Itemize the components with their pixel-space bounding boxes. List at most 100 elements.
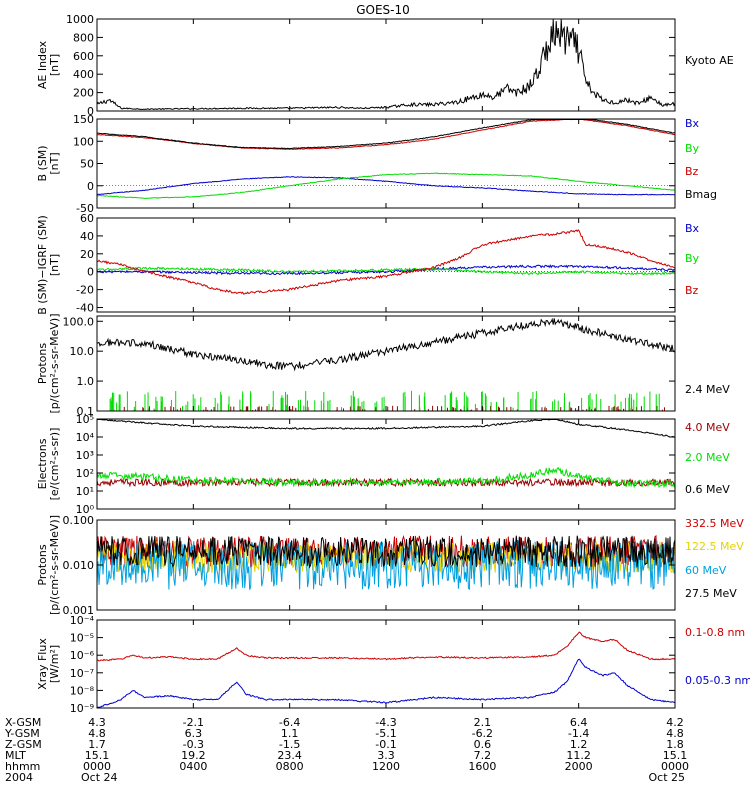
footer-cell: 11.2 bbox=[566, 749, 591, 762]
panel-protons_high: 0.001 0.010 0.100Protons[p/(cm²-s-sr-MeV)]… bbox=[36, 514, 744, 617]
panel-frame bbox=[96, 519, 676, 611]
y-tick-label: 10¹ bbox=[76, 485, 94, 498]
footer-cell: -4.3 bbox=[375, 716, 396, 729]
footer-row-label: hhmm bbox=[5, 760, 40, 773]
y-tick-label: 10⁴ bbox=[76, 431, 95, 444]
series-0-1-0-8-nm bbox=[97, 631, 675, 662]
plot-area bbox=[97, 19, 675, 111]
series-kyoto-ae bbox=[97, 19, 675, 111]
y-tick-label: 10⁻⁷ bbox=[70, 667, 94, 680]
legend-label: 2.4 MeV bbox=[685, 383, 730, 396]
footer-cell: -5.1 bbox=[375, 727, 396, 740]
footer-cell: -1.4 bbox=[568, 727, 589, 740]
panel-frame bbox=[96, 217, 676, 313]
legend-label: 332.5 MeV bbox=[685, 517, 744, 530]
series-6-5-mev bbox=[109, 390, 660, 411]
panel-frame bbox=[96, 18, 676, 112]
y-tick-label: 150 bbox=[73, 113, 94, 126]
footer-cell: 0.6 bbox=[474, 738, 492, 751]
y-tick-label: 10.0 bbox=[70, 345, 95, 358]
y-tick-label: 100 bbox=[73, 135, 94, 148]
series-0-05-0-3-nm bbox=[97, 658, 675, 708]
series-bx bbox=[97, 264, 675, 276]
y-tick-label: 0 bbox=[87, 266, 94, 279]
panel-b: -50 0 50 100 150 B (SM)[nT] Bx By Bz Bmag bbox=[36, 113, 717, 215]
y-tick-label: 400 bbox=[73, 68, 94, 81]
y-tick-label: 10² bbox=[76, 467, 94, 480]
footer-cell: 4.8 bbox=[88, 727, 106, 740]
legend-label: Bx bbox=[685, 117, 700, 130]
series-bz bbox=[97, 229, 675, 295]
footer-cell: Oct 24 bbox=[81, 771, 118, 784]
legend-label: 4.0 MeV bbox=[685, 421, 730, 434]
y-tick-label: 10³ bbox=[76, 449, 94, 462]
panel-frame bbox=[96, 118, 676, 209]
footer-cell: 1200 bbox=[372, 760, 400, 773]
legend-label: 122.5 MeV bbox=[685, 540, 744, 553]
y-tick-label: 600 bbox=[73, 50, 94, 63]
series-27-5-mev bbox=[97, 535, 675, 569]
y-tick-label: 10⁻⁶ bbox=[70, 649, 95, 662]
y-tick-label: 1000 bbox=[66, 13, 94, 26]
legend-label: 27.5 MeV bbox=[685, 587, 737, 600]
y-tick-label: 200 bbox=[73, 87, 94, 100]
y-tick-label: -40 bbox=[76, 302, 94, 315]
y-axis-label: Protons[p/(cm²-s-sr-MeV)] bbox=[36, 314, 61, 414]
y-tick-label: 0.010 bbox=[63, 559, 95, 572]
y-tick-label: 10⁻⁹ bbox=[70, 702, 94, 715]
legend-label: Bz bbox=[685, 284, 699, 297]
y-tick-label: 0.001 bbox=[63, 604, 95, 617]
series-bx bbox=[97, 176, 675, 196]
footer-cell: 1.1 bbox=[281, 727, 299, 740]
footer-cell: -0.1 bbox=[375, 738, 396, 751]
footer-row-label: 2004 bbox=[5, 771, 33, 784]
y-tick-label: 0 bbox=[87, 105, 94, 118]
y-tick-label: 10⁻⁸ bbox=[70, 684, 95, 697]
footer-row-label: X-GSM bbox=[5, 716, 41, 729]
plot-area bbox=[97, 229, 675, 295]
y-axis-label: B (SM)−IGRF (SM)[nT] bbox=[36, 215, 61, 315]
footer-cell: 1.7 bbox=[88, 738, 106, 751]
panel-frame bbox=[96, 315, 676, 412]
footer-cell: 0800 bbox=[276, 760, 304, 773]
y-tick-label: 0.1 bbox=[77, 405, 95, 418]
series-by bbox=[97, 266, 675, 276]
y-axis-label: Electrons[e/(cm²-s-sr)] bbox=[36, 428, 61, 501]
y-tick-label: 50 bbox=[80, 158, 94, 171]
y-tick-label: -20 bbox=[76, 284, 94, 297]
series-2-0-mev bbox=[97, 466, 675, 489]
plot-area bbox=[97, 119, 675, 199]
legend-label: 2.0 MeV bbox=[685, 451, 730, 464]
y-tick-label: 1.0 bbox=[77, 375, 95, 388]
footer-cell: -6.4 bbox=[279, 716, 300, 729]
footer-row-label: Y-GSM bbox=[4, 727, 40, 740]
y-tick-label: 100.0 bbox=[63, 315, 95, 328]
legend-label: By bbox=[685, 142, 700, 155]
footer-cell: 1.8 bbox=[666, 738, 684, 751]
footer-cell: -2.1 bbox=[183, 716, 204, 729]
y-tick-label: 10⁻⁵ bbox=[70, 632, 94, 645]
y-axis-label: Xray Flux[W/m²] bbox=[36, 638, 61, 690]
series-0-6-mev bbox=[97, 419, 675, 439]
panel-xray: 10⁻⁹ 10⁻⁸ 10⁻⁷ 10⁻⁶ 10⁻⁵ 10⁻⁴ Xray Flux[W/m²] 0… bbox=[36, 614, 750, 715]
footer-cell: 2000 bbox=[565, 760, 593, 773]
footer-cell: 1.2 bbox=[570, 738, 588, 751]
legend-label: Bx bbox=[685, 222, 700, 235]
legend-label: 0.6 MeV bbox=[685, 483, 730, 496]
plot-area bbox=[97, 535, 675, 591]
footer-cell: 15.1 bbox=[85, 749, 110, 762]
legend-label: Bz bbox=[685, 165, 699, 178]
panel-protons_low: 0.1 1.0 10.0 100.0Protons[p/(cm²-s-sr-MeV)]… bbox=[36, 314, 730, 419]
footer-cell: 3.3 bbox=[377, 749, 395, 762]
footer-row-label: MLT bbox=[5, 749, 26, 762]
panel-db: -40 -20 0 20 40 60 B (SM)−IGRF (SM)[nT] Bx By Bz bbox=[36, 212, 700, 315]
footer-cell: 23.4 bbox=[277, 749, 302, 762]
footer-cell: -1.5 bbox=[279, 738, 300, 751]
footer-cell: 4.3 bbox=[88, 716, 106, 729]
series-by bbox=[97, 172, 675, 199]
y-axis-label: Protons[p/(cm²-s-sr-MeV)] bbox=[36, 515, 61, 615]
legend-label: By bbox=[685, 252, 700, 265]
series-2-4-mev bbox=[97, 317, 675, 372]
y-tick-label: 0 bbox=[87, 180, 94, 193]
